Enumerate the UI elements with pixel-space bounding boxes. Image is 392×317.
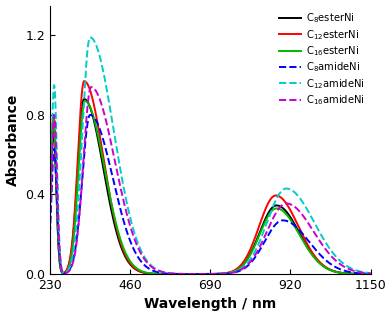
C$_{12}$amideNi bbox=[198, 272, 203, 276]
C$_{16}$esterNi bbox=[185, 272, 189, 276]
C$_{12}$esterNi bbox=[368, 272, 373, 276]
Line: C$_{16}$amideNi: C$_{16}$amideNi bbox=[50, 87, 370, 274]
C$_8$esterNi bbox=[368, 272, 373, 276]
C$_{12}$amideNi bbox=[328, 247, 332, 251]
C$_{16}$amideNi bbox=[362, 271, 367, 275]
C$_{16}$esterNi bbox=[171, 272, 175, 276]
C$_{16}$esterNi bbox=[84, 100, 89, 104]
C$_8$amideNi bbox=[171, 272, 175, 276]
Line: C$_8$esterNi: C$_8$esterNi bbox=[50, 99, 370, 274]
C$_8$esterNi bbox=[186, 272, 191, 276]
C$_{12}$esterNi bbox=[328, 268, 332, 271]
C$_8$esterNi bbox=[328, 268, 332, 272]
C$_{12}$amideNi bbox=[103, 82, 108, 86]
C$_8$amideNi bbox=[328, 262, 332, 265]
C$_8$esterNi bbox=[103, 179, 108, 183]
Line: C$_{12}$amideNi: C$_{12}$amideNi bbox=[50, 37, 370, 274]
C$_{12}$amideNi bbox=[362, 270, 367, 274]
C$_{16}$amideNi bbox=[368, 272, 373, 275]
C$_{16}$amideNi bbox=[47, 221, 52, 224]
C$_8$esterNi bbox=[47, 207, 52, 210]
C$_8$amideNi bbox=[368, 272, 373, 276]
C$_{12}$esterNi bbox=[171, 272, 175, 276]
C$_{16}$amideNi bbox=[84, 115, 89, 119]
C$_{16}$esterNi bbox=[82, 99, 87, 103]
C$_{12}$amideNi bbox=[47, 211, 52, 215]
C$_8$amideNi bbox=[197, 272, 201, 276]
C$_{12}$esterNi bbox=[185, 272, 190, 276]
C$_{12}$esterNi bbox=[185, 272, 189, 276]
C$_{16}$amideNi bbox=[328, 253, 332, 256]
C$_{16}$amideNi bbox=[89, 85, 93, 89]
C$_{16}$amideNi bbox=[185, 272, 189, 276]
C$_{16}$amideNi bbox=[198, 272, 203, 276]
C$_{12}$esterNi bbox=[362, 272, 367, 276]
C$_8$amideNi bbox=[362, 272, 367, 275]
Line: C$_{16}$esterNi: C$_{16}$esterNi bbox=[50, 101, 370, 274]
C$_{16}$esterNi bbox=[362, 272, 367, 276]
C$_8$amideNi bbox=[88, 113, 93, 117]
C$_8$esterNi bbox=[171, 272, 175, 276]
C$_{12}$amideNi bbox=[368, 271, 373, 275]
Legend: C$_8$esterNi, C$_{12}$esterNi, C$_{16}$esterNi, C$_8$amideNi, C$_{12}$amideNi, C: C$_8$esterNi, C$_{12}$esterNi, C$_{16}$e… bbox=[275, 8, 368, 111]
C$_8$amideNi bbox=[47, 231, 52, 235]
Line: C$_8$amideNi: C$_8$amideNi bbox=[50, 115, 370, 274]
C$_{12}$amideNi bbox=[171, 272, 175, 275]
C$_{12}$esterNi bbox=[84, 81, 89, 85]
C$_8$amideNi bbox=[103, 147, 108, 151]
C$_{16}$esterNi bbox=[368, 272, 373, 276]
C$_8$esterNi bbox=[84, 99, 89, 102]
C$_{16}$esterNi bbox=[103, 172, 108, 176]
C$_{12}$amideNi bbox=[88, 36, 93, 39]
C$_{12}$amideNi bbox=[84, 59, 89, 63]
C$_{16}$esterNi bbox=[47, 201, 52, 205]
C$_{16}$esterNi bbox=[188, 272, 193, 276]
C$_8$esterNi bbox=[362, 272, 367, 276]
C$_{12}$esterNi bbox=[103, 170, 108, 173]
Y-axis label: Absorbance: Absorbance bbox=[5, 94, 20, 186]
C$_{12}$esterNi bbox=[82, 79, 87, 83]
C$_{16}$amideNi bbox=[103, 117, 108, 121]
C$_{16}$esterNi bbox=[328, 268, 332, 272]
C$_8$esterNi bbox=[82, 97, 87, 101]
C$_8$amideNi bbox=[185, 272, 189, 276]
C$_8$esterNi bbox=[185, 272, 189, 276]
C$_{12}$amideNi bbox=[185, 272, 189, 276]
C$_{16}$amideNi bbox=[171, 272, 175, 275]
Line: C$_{12}$esterNi: C$_{12}$esterNi bbox=[50, 81, 370, 274]
X-axis label: Wavelength / nm: Wavelength / nm bbox=[144, 297, 276, 311]
C$_8$amideNi bbox=[84, 129, 89, 133]
C$_{12}$esterNi bbox=[47, 199, 52, 203]
